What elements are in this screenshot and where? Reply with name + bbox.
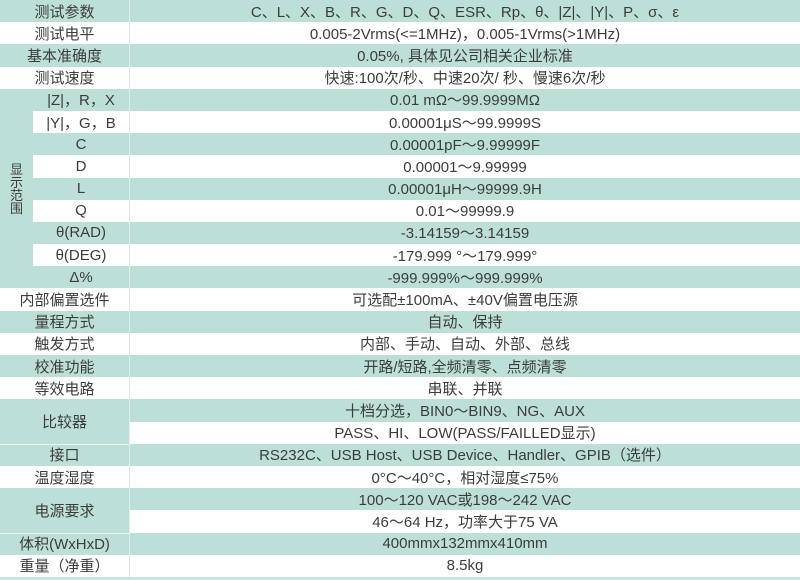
spec-row-range-mode: 量程方式 自动、保持 xyxy=(0,310,800,333)
spec-row-delta-percent: Δ% -999.999%～999.999% xyxy=(33,266,800,289)
spec-label: 基本准确度 xyxy=(0,44,130,67)
spec-label: 测试参数 xyxy=(0,0,130,23)
spec-label: L xyxy=(33,177,130,200)
spec-value: PASS、HI、LOW(PASS/FAILLED显示) xyxy=(130,421,800,444)
spec-row-temperature-humidity: 温度湿度 0°C～40°C，相对湿度≤75% xyxy=(0,466,800,489)
spec-value: 400mmx132mmx410mm xyxy=(382,535,548,553)
spec-row-theta-rad: θ(RAD) -3.14159～3.14159 xyxy=(33,221,800,245)
spec-row-internal-bias: 内部偏置选件 可选配±100mA、±40V偏置电压源 xyxy=(0,288,800,311)
spec-value: -3.14159～3.14159 xyxy=(400,225,530,243)
spec-value: 开路/短路,全频清零、点频清零 xyxy=(363,358,567,376)
spec-value: 100～120 VAC或198～242 VAC xyxy=(130,488,800,511)
spec-row-theta-deg: θ(DEG) -179.999 °～179.999° xyxy=(33,244,800,267)
spec-value: 自动、保持 xyxy=(427,314,503,332)
spec-label: 测试速度 xyxy=(0,66,130,89)
spec-label: Δ% xyxy=(33,266,130,289)
spec-value: 0.00001μS～99.9999S xyxy=(388,114,542,132)
spec-value: 0.00001μH～99999.9H xyxy=(388,181,542,199)
spec-label: θ(RAD) xyxy=(33,221,130,245)
spec-label: 接口 xyxy=(0,443,130,466)
spec-value: 可选配±100mA、±40V偏置电压源 xyxy=(352,292,578,310)
spec-value: 0.05%, 具体见公司相关企业标准 xyxy=(357,47,573,65)
spec-row-calibration: 校准功能 开路/短路,全频清零、点频清零 xyxy=(0,355,800,378)
spec-value: 0°C～40°C，相对湿度≤75% xyxy=(371,469,559,487)
spec-group-power: 电源要求 100～120 VAC或198～242 VAC 46～64 Hz，功率… xyxy=(0,488,800,533)
spec-row-equivalent-circuit: 等效电路 串联、并联 xyxy=(0,377,800,400)
spec-label: C xyxy=(33,133,130,156)
spec-group-display-range: 显示范围 |Z|，R，X 0.01 mΩ～99.9999MΩ |Y|，G，B 0… xyxy=(0,88,800,289)
spec-row-c: C 0.00001pF～9.99999F xyxy=(33,133,800,156)
spec-row-test-parameters: 测试参数 C、L、X、B、R、G、D、Q、ESR、Rp、θ、|Z|、|Y|、P、… xyxy=(0,0,800,23)
spec-label: 重量（净重） xyxy=(0,554,130,577)
spec-row-basic-accuracy: 基本准确度 0.05%, 具体见公司相关企业标准 xyxy=(0,44,800,67)
display-range-strip: 显示范围 xyxy=(0,88,33,289)
spec-value: 串联、并联 xyxy=(427,380,503,398)
spec-value: C、L、X、B、R、G、D、Q、ESR、Rp、θ、|Z|、|Y|、P、σ、ε xyxy=(250,3,680,21)
spec-label: 内部偏置选件 xyxy=(0,288,130,311)
spec-label: 比较器 xyxy=(0,399,130,444)
spec-label: 测试电平 xyxy=(0,22,130,45)
spec-row-trigger-mode: 触发方式 内部、手动、自动、外部、总线 xyxy=(0,332,800,356)
spec-row-l: L 0.00001μH～99999.9H xyxy=(33,177,800,200)
spec-value: RS232C、USB Host、USB Device、Handler、GPIB（… xyxy=(259,447,671,465)
spec-label: |Z|，R，X xyxy=(33,88,130,111)
spec-label: Q xyxy=(33,199,130,222)
spec-label: θ(DEG) xyxy=(33,244,130,267)
display-range-rows: |Z|，R，X 0.01 mΩ～99.9999MΩ |Y|，G，B 0.0000… xyxy=(33,88,800,289)
spec-row-dimensions: 体积(WxHxD) 400mmx132mmx410mm xyxy=(0,532,800,555)
spec-value: 0.00001～9.99999 xyxy=(403,158,527,176)
spec-row-test-level: 测试电平 0.005-2Vrms(<=1MHz)，0.005-1Vrms(>1M… xyxy=(0,22,800,45)
spec-group-comparator: 比较器 十档分选，BIN0～BIN9、NG、AUX PASS、HI、LOW(PA… xyxy=(0,399,800,444)
spec-row-z-r-x: |Z|，R，X 0.01 mΩ～99.9999MΩ xyxy=(33,88,800,111)
spec-label: 量程方式 xyxy=(0,310,130,333)
spec-label: D xyxy=(33,155,130,178)
spec-row-interface: 接口 RS232C、USB Host、USB Device、Handler、GP… xyxy=(0,443,800,466)
spec-row-d: D 0.00001～9.99999 xyxy=(33,155,800,178)
spec-row-weight: 重量（净重） 8.5kg xyxy=(0,554,800,577)
spec-value: 0.01 mΩ～99.9999MΩ xyxy=(389,92,540,110)
spec-label: 等效电路 xyxy=(0,377,130,400)
spec-label: |Y|，G，B xyxy=(33,110,130,134)
spec-label: 校准功能 xyxy=(0,355,130,378)
spec-value: 0.00001pF～9.99999F xyxy=(389,136,541,154)
spec-label: 电源要求 xyxy=(0,488,130,533)
spec-value: 内部、手动、自动、外部、总线 xyxy=(359,336,570,354)
spec-value: -179.999 °～179.999° xyxy=(392,247,538,265)
spec-value: -999.999%～999.999% xyxy=(387,269,543,287)
spec-label: 体积(WxHxD) xyxy=(0,532,130,555)
spec-value: 0.005-2Vrms(<=1MHz)，0.005-1Vrms(>1MHz) xyxy=(309,25,621,43)
spec-value: 十档分选，BIN0～BIN9、NG、AUX xyxy=(130,399,800,422)
display-range-group-label: 显示范围 xyxy=(9,161,23,216)
next-row-top-edge xyxy=(0,577,800,580)
spec-value: 快速:100次/秒、中速20次/ 秒、慢速6次/秒 xyxy=(324,70,606,88)
spec-row-y-g-b: |Y|，G，B 0.00001μS～99.9999S xyxy=(33,110,800,134)
spec-value: 8.5kg xyxy=(446,557,484,575)
spec-label: 温度湿度 xyxy=(0,466,130,489)
spec-row-test-speed: 测试速度 快速:100次/秒、中速20次/ 秒、慢速6次/秒 xyxy=(0,66,800,89)
spec-label: 触发方式 xyxy=(0,332,130,356)
spec-row-q: Q 0.01～99999.9 xyxy=(33,199,800,222)
spec-value: 46～64 Hz，功率大于75 VA xyxy=(130,510,800,533)
spec-value: 0.01～99999.9 xyxy=(415,203,515,221)
